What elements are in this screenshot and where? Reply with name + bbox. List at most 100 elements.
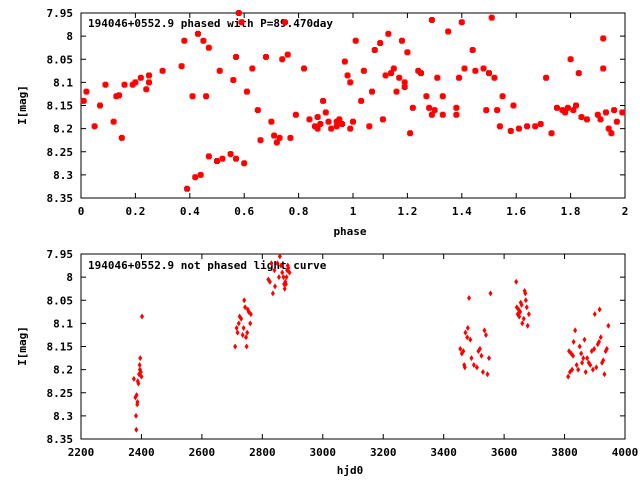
data-point [588, 362, 593, 368]
data-point [494, 107, 501, 114]
data-point [137, 362, 142, 368]
data-point [240, 331, 245, 338]
data-point [439, 111, 446, 118]
data-point [401, 84, 408, 90]
data-point [350, 118, 356, 125]
data-point [518, 308, 523, 315]
data-point [462, 364, 467, 371]
data-point [543, 74, 550, 81]
data-point [97, 102, 104, 109]
data-point [517, 313, 522, 320]
y-tick-label: 8.1 [53, 76, 73, 89]
data-point [488, 290, 493, 297]
y-tick-label: 8 [66, 271, 73, 284]
data-point [465, 325, 470, 331]
data-point [233, 155, 240, 162]
data-point [594, 111, 601, 118]
x-tick-label: 4000 [612, 446, 639, 459]
data-point [577, 343, 582, 350]
y-tick-label: 8.1 [53, 317, 73, 330]
y-tick-label: 8.3 [53, 169, 73, 182]
data-point [525, 322, 530, 329]
data-point [574, 362, 579, 368]
y-tick-label: 8.2 [53, 123, 73, 136]
data-point [116, 92, 123, 99]
data-point [428, 111, 435, 118]
y-tick-label: 8 [66, 30, 73, 43]
data-point [483, 107, 490, 114]
data-point [523, 290, 528, 297]
data-point [341, 58, 348, 65]
data-point [562, 109, 569, 116]
x-tick-label: 1.4 [452, 205, 472, 218]
data-point [428, 16, 435, 23]
data-point [121, 81, 128, 88]
x-tick-label: 1 [350, 205, 357, 218]
x-tick-label: 1.8 [561, 205, 581, 218]
plot-area-frame [80, 253, 626, 440]
data-point [233, 343, 238, 350]
data-point [514, 278, 519, 285]
data-point [576, 366, 581, 373]
data-point [423, 93, 430, 100]
chart-title: 194046+0552.9 not phased light curve [88, 259, 327, 272]
y-tick-label: 8.15 [47, 341, 74, 354]
data-point [474, 364, 479, 371]
data-point [488, 14, 495, 21]
data-point [426, 104, 433, 111]
x-tick-label: 3600 [491, 446, 518, 459]
x-tick-label: 3800 [551, 446, 578, 459]
data-point [409, 104, 416, 111]
data-point [575, 70, 582, 77]
data-point [415, 67, 422, 74]
data-point [606, 322, 611, 329]
data-point [521, 315, 526, 322]
data-point [203, 93, 210, 100]
x-tick-label: 3400 [430, 446, 457, 459]
y-tick-group: 7.95 8 8.05 8.1 8.15 8.2 8.25 8.3 8.35 [47, 7, 625, 205]
data-point [236, 320, 241, 327]
x-tick-label: 1.6 [506, 205, 526, 218]
data-point [585, 355, 590, 362]
data-point [333, 123, 340, 130]
data-point [491, 74, 498, 81]
data-point [197, 171, 204, 178]
data-point [262, 53, 269, 60]
data-point [328, 125, 335, 132]
data-point [523, 297, 528, 304]
data-point [486, 70, 492, 77]
data-point [205, 44, 212, 51]
x-tick-group: 2200 2400 2600 2800 3000 3200 3400 3600 3800 4000 [68, 254, 639, 459]
data-point [583, 368, 588, 375]
y-tick-label: 8.15 [47, 100, 74, 113]
data-point [184, 185, 191, 192]
data-point [578, 114, 585, 121]
data-point [314, 114, 321, 121]
data-point [608, 130, 615, 137]
data-point [245, 329, 250, 336]
unphased-chart: 194046+0552.9 not phased light curve hjd… [16, 248, 638, 477]
data-point [257, 137, 264, 144]
x-tick-label: 0.6 [234, 205, 254, 218]
y-tick-label: 8.35 [47, 192, 74, 205]
data-point [418, 70, 424, 77]
data-point [390, 65, 397, 72]
data-point [239, 315, 244, 322]
data-point [570, 107, 577, 114]
data-point [140, 313, 145, 320]
data-point [469, 47, 476, 53]
data-point [282, 19, 288, 26]
data-point [592, 311, 597, 318]
data-point [597, 306, 602, 313]
data-point [269, 260, 274, 267]
y-tick-label: 8.25 [47, 387, 74, 400]
data-point [477, 345, 482, 352]
y-tick-label: 8.35 [47, 433, 74, 446]
y-tick-label: 7.95 [47, 7, 74, 20]
data-point [453, 111, 460, 118]
data-point [235, 10, 242, 16]
data-point [566, 373, 571, 380]
x-tick-label: 2200 [68, 446, 95, 459]
data-point [248, 311, 253, 318]
data-point [404, 49, 411, 56]
